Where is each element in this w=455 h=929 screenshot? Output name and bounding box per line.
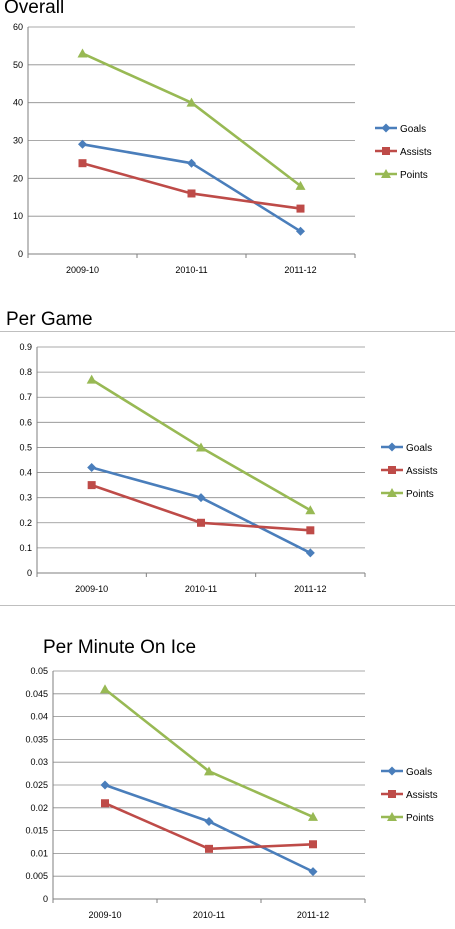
y-tick-label: 0.04 [30,712,48,722]
data-point-assists [205,844,213,853]
chart-title-per-minute: Per Minute On Ice [43,637,197,658]
legend-marker-assists [388,466,396,474]
data-point-assists [306,526,315,535]
chart-per-minute-plot: 0 0.005 0.01 0.015 0.02 0.025 0.03 0.035 0.04 0.0… [25,666,438,920]
y-tick-label: 0.02 [30,803,48,813]
series-line-goals [82,143,302,233]
y-tick-label: 30 [13,136,23,146]
legend-marker-assists [388,790,396,798]
y-tick-label: 0.6 [19,417,32,427]
legend-label-points: Points [400,170,428,181]
legend-marker-goals [381,123,391,133]
y-tick-label: 20 [13,173,23,183]
y-tick-label: 0.9 [19,342,32,352]
y-tick-label: 0.05 [30,666,48,676]
legend-marker-goals [387,766,397,776]
data-point-assists [197,518,205,527]
data-point-assists [101,799,109,808]
y-tick-label: 50 [13,60,23,70]
legend-label-goals: Goals [406,443,432,454]
legend-marker-points [381,169,391,178]
chart-per-game: Per Game 0 0.1 0.2 0.3 0.4 0.5 0.6 0.7 0.8 0.9 200… [0,300,455,610]
legend-label-assists: Assists [406,466,438,477]
y-tick-label: 0.7 [19,392,32,402]
legend-label-goals: Goals [400,124,426,135]
series-line-goals [91,466,311,555]
y-tick-label: 0.035 [25,734,48,744]
y-tick-label: 0 [27,568,32,578]
data-point-goals [204,816,214,826]
data-point-points [204,766,214,776]
data-point-points [295,180,306,190]
chart-title-per-game: Per Game [6,309,93,330]
data-point-assists [187,189,196,198]
legend-marker-assists [382,147,390,155]
x-tick-label: 2010-11 [185,584,217,594]
data-point-goals [296,226,305,236]
data-point-assists [296,204,305,213]
x-tick-label: 2009-10 [88,910,121,920]
y-tick-label: 0.8 [19,367,32,377]
y-tick-label: 0.5 [19,442,32,452]
y-tick-label: 0.4 [19,468,32,478]
series-line-assists [82,161,301,210]
data-point-points [77,48,88,58]
chart-per-minute: Per Minute On Ice 0 0.005 0.01 0.015 0.02 0.0… [0,620,455,929]
data-point-goals [78,139,87,149]
y-tick-label: 0 [18,249,23,259]
data-point-goals [87,463,97,473]
x-tick-label: 2010-11 [193,910,225,920]
chart-title-overall: Overall [4,0,65,18]
y-tick-label: 0.1 [19,543,32,553]
data-point-goals [308,867,318,877]
legend-marker-points [387,488,397,497]
legend-label-assists: Assists [406,790,438,801]
data-point-points [196,442,206,452]
x-tick-label: 2009-10 [66,265,99,275]
legend-marker-goals [387,442,397,452]
x-tick-label: 2010-11 [175,265,207,275]
chart-overall: Overall 0 10 20 30 40 50 60 2009-10 2010-11 2011-… [0,0,455,300]
x-tick-label: 2011-12 [294,584,326,594]
chart-separator [0,331,455,332]
y-tick-label: 0.005 [25,871,48,881]
data-point-points [86,374,97,384]
y-tick-label: 0 [43,894,48,904]
legend-label-points: Points [406,489,434,500]
y-tick-label: 0.01 [30,848,48,858]
y-tick-label: 0.2 [19,518,32,528]
x-tick-label: 2011-12 [284,265,316,275]
data-point-goals [305,548,315,558]
data-point-goals [187,158,196,168]
legend-label-assists: Assists [400,147,432,158]
legend-label-goals: Goals [406,767,432,778]
series-line-goals [104,783,314,873]
chart-separator [0,605,455,606]
data-point-points [305,505,316,515]
data-point-assists [309,840,317,849]
legend-label-points: Points [406,813,434,824]
x-tick-label: 2009-10 [75,584,108,594]
y-tick-label: 0.025 [25,780,48,790]
y-tick-label: 0.03 [30,757,48,767]
data-point-assists [87,481,96,490]
series-line-points [104,688,314,819]
data-point-points [100,684,110,694]
data-point-goals [196,493,206,503]
data-point-assists [78,159,87,168]
y-tick-label: 60 [13,22,23,32]
chart-per-game-plot: 0 0.1 0.2 0.3 0.4 0.5 0.6 0.7 0.8 0.9 2009-10 2010-… [19,342,438,594]
legend-marker-points [387,812,397,821]
data-point-goals [100,780,110,790]
data-point-points [186,97,197,107]
chart-overall-plot: 0 10 20 30 40 50 60 2009-10 2010-11 2011-12 Goals A… [13,22,432,275]
y-tick-label: 0.045 [25,689,48,699]
series-line-assists [104,802,314,851]
data-point-points [308,811,318,821]
y-tick-label: 40 [13,98,23,108]
y-tick-label: 10 [13,211,23,221]
x-tick-label: 2011-12 [297,910,329,920]
y-tick-label: 0.3 [19,493,32,503]
y-tick-label: 0.015 [25,826,48,836]
